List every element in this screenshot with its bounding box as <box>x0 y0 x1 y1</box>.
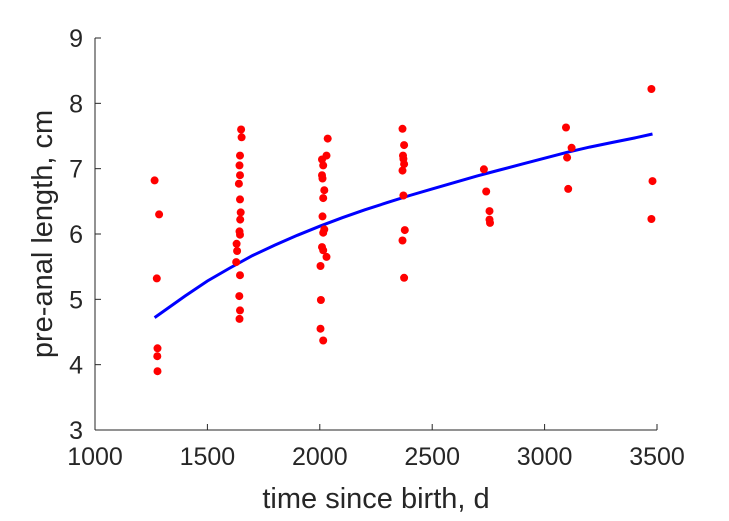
data-point <box>318 212 327 221</box>
data-point <box>400 160 409 169</box>
data-point <box>479 165 488 174</box>
data-point <box>319 246 328 255</box>
data-point <box>563 153 572 162</box>
data-point <box>567 143 576 152</box>
data-point <box>153 367 162 376</box>
x-tick-label: 3000 <box>517 443 573 471</box>
data-point <box>647 215 656 223</box>
data-point <box>150 176 159 185</box>
data-point <box>316 324 325 333</box>
data-point <box>236 208 245 217</box>
fit-curve-line <box>153 132 653 319</box>
axes: 1000 1500 2000 2500 3000 3500 3 4 5 6 7 8 9 <box>67 25 685 471</box>
data-point <box>236 306 244 315</box>
data-point <box>153 344 162 353</box>
data-point <box>322 252 331 261</box>
data-point <box>232 239 241 248</box>
data-point <box>400 273 409 282</box>
data-point <box>316 262 325 270</box>
data-point <box>320 186 329 195</box>
data-point <box>647 85 656 93</box>
data-point <box>319 161 328 170</box>
data-point <box>400 141 409 150</box>
x-tick-label: 1500 <box>180 443 236 471</box>
data-point <box>236 171 244 180</box>
data-point <box>398 166 407 175</box>
data-point <box>400 226 409 235</box>
data-point <box>482 187 491 196</box>
data-point <box>564 184 573 193</box>
data-point <box>319 194 328 203</box>
data-point <box>399 191 408 200</box>
y-tick-label: 7 <box>69 156 83 184</box>
data-point <box>232 258 241 267</box>
data-point <box>318 174 327 183</box>
y-tick-label: 3 <box>69 417 83 445</box>
y-tick-label: 9 <box>69 25 83 53</box>
plot-marks <box>150 85 657 376</box>
data-point <box>235 292 244 301</box>
data-point <box>398 124 407 133</box>
x-tick-label: 1000 <box>67 443 123 471</box>
data-point <box>153 352 162 361</box>
data-point <box>648 177 657 186</box>
data-point <box>237 125 246 134</box>
data-point <box>235 314 244 323</box>
data-point <box>562 123 570 132</box>
x-tick-label: 3500 <box>629 443 685 471</box>
data-point <box>152 274 161 283</box>
y-axis-label: pre-anal length, cm <box>27 110 59 358</box>
data-point <box>236 195 244 204</box>
data-point <box>485 207 494 216</box>
data-point <box>319 336 328 345</box>
data-point <box>316 296 325 304</box>
data-point <box>486 218 494 227</box>
data-point <box>237 133 246 142</box>
data-point <box>236 230 244 239</box>
x-tick-label: 2000 <box>292 443 348 471</box>
data-point <box>236 151 244 160</box>
data-point <box>323 134 332 143</box>
data-point <box>398 236 407 245</box>
y-tick-label: 5 <box>69 286 83 314</box>
data-point <box>235 161 244 170</box>
x-axis-label: time since birth, d <box>262 483 489 515</box>
data-point <box>234 179 243 188</box>
data-point <box>155 210 164 219</box>
data-point <box>236 271 244 280</box>
y-tick-label: 4 <box>69 352 83 380</box>
data-point <box>319 228 328 237</box>
data-point <box>236 215 245 224</box>
y-tick-label: 6 <box>69 221 83 249</box>
y-tick-label: 8 <box>69 90 83 118</box>
x-tick-label: 2500 <box>404 443 460 471</box>
data-point <box>233 247 242 255</box>
